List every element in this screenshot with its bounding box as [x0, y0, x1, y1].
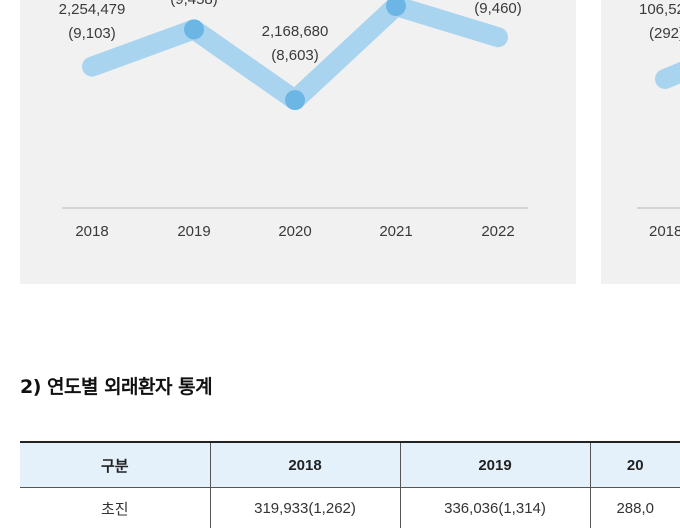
table-cell: 288,0 — [590, 488, 680, 528]
x-tick-label: 2022 — [481, 223, 514, 240]
x-tick-label: 2018 — [649, 223, 680, 240]
line-chart-main: 2018 2019 2020 2021 2022 2,254,479 (9,103) (9,4… — [20, 0, 576, 284]
data-label: (8,603) — [271, 47, 319, 64]
x-tick-label: 2019 — [177, 223, 210, 240]
data-point-marker — [184, 19, 204, 39]
table-cell: 초진 — [20, 488, 210, 528]
series-line — [665, 66, 680, 79]
chart-panel-main: 2018 2019 2020 2021 2022 2,254,479 (9,103) (9,4… — [20, 0, 576, 284]
line-chart-second: 106,52 (292) 2018 — [601, 0, 680, 284]
section-title: 2) 연도별 외래환자 통계 — [20, 372, 212, 399]
data-label: (9,460) — [474, 0, 522, 17]
data-label: (292) — [649, 25, 680, 42]
data-label: (9,103) — [68, 25, 116, 42]
outpatient-table: 구분 2018 2019 20 초진 319,933(1,262) 336,03… — [20, 441, 680, 528]
table-header: 구분 — [20, 442, 210, 488]
data-label: (9,458) — [170, 0, 218, 8]
chart-panel-second: 106,52 (292) 2018 — [601, 0, 680, 284]
table-header: 2019 — [400, 442, 590, 488]
table-cell: 336,036(1,314) — [400, 488, 590, 528]
table-header: 2018 — [210, 442, 400, 488]
x-tick-label: 2020 — [278, 223, 311, 240]
table-header: 20 — [590, 442, 680, 488]
data-label: 2,168,680 — [262, 23, 329, 40]
table-row: 초진 319,933(1,262) 336,036(1,314) 288,0 — [20, 488, 680, 528]
x-tick-label: 2018 — [75, 223, 108, 240]
table-header-row: 구분 2018 2019 20 — [20, 442, 680, 488]
data-label: 106,52 — [639, 1, 680, 18]
data-point-marker — [285, 90, 305, 110]
table-cell: 319,933(1,262) — [210, 488, 400, 528]
x-tick-label: 2021 — [379, 223, 412, 240]
data-label: 2,254,479 — [59, 1, 126, 18]
